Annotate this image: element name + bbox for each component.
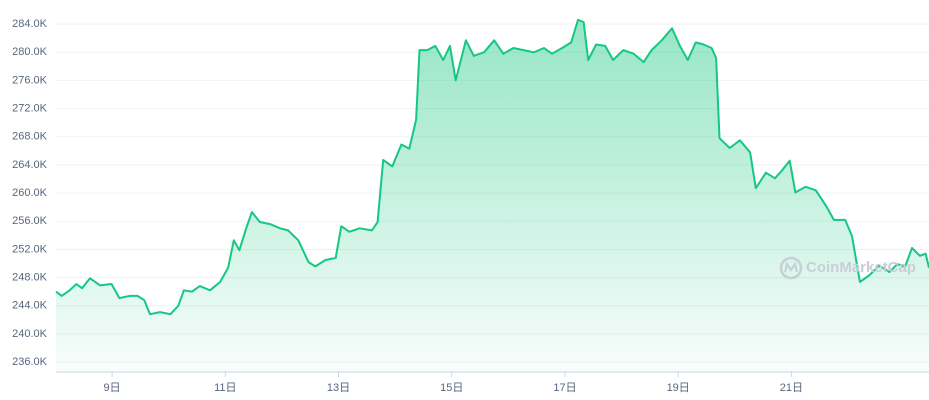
y-tick-label: 272.0K bbox=[12, 103, 48, 115]
watermark-text: CoinMarketCap bbox=[806, 259, 916, 276]
watermark-logo bbox=[779, 256, 803, 280]
y-tick-label: 276.0K bbox=[12, 74, 48, 86]
x-tick-label: 19日 bbox=[667, 382, 690, 394]
x-tick-label: 21日 bbox=[780, 382, 803, 394]
y-tick-label: 260.0K bbox=[12, 187, 48, 199]
x-tick-label: 11日 bbox=[214, 382, 236, 394]
y-tick-label: 256.0K bbox=[12, 215, 48, 227]
y-tick-label: 252.0K bbox=[12, 243, 48, 255]
y-tick-label: 236.0K bbox=[12, 356, 48, 368]
y-tick-label: 248.0K bbox=[12, 272, 48, 284]
y-tick-label: 284.0K bbox=[12, 18, 48, 30]
y-tick-label: 240.0K bbox=[12, 328, 48, 340]
y-tick-label: 280.0K bbox=[12, 46, 48, 58]
y-tick-label: 268.0K bbox=[12, 131, 48, 143]
x-tick-label: 13日 bbox=[327, 382, 350, 394]
price-line bbox=[55, 18, 929, 316]
x-tick-label: 9日 bbox=[103, 382, 120, 394]
watermark-logo-mark bbox=[784, 261, 798, 273]
y-tick-label: 264.0K bbox=[12, 159, 48, 171]
x-tick-label: 15日 bbox=[440, 382, 463, 394]
area-fill bbox=[56, 19, 929, 373]
watermark: CoinMarketCap bbox=[779, 256, 916, 280]
y-tick-label: 244.0K bbox=[12, 300, 48, 312]
x-tick-label: 17日 bbox=[553, 382, 576, 394]
